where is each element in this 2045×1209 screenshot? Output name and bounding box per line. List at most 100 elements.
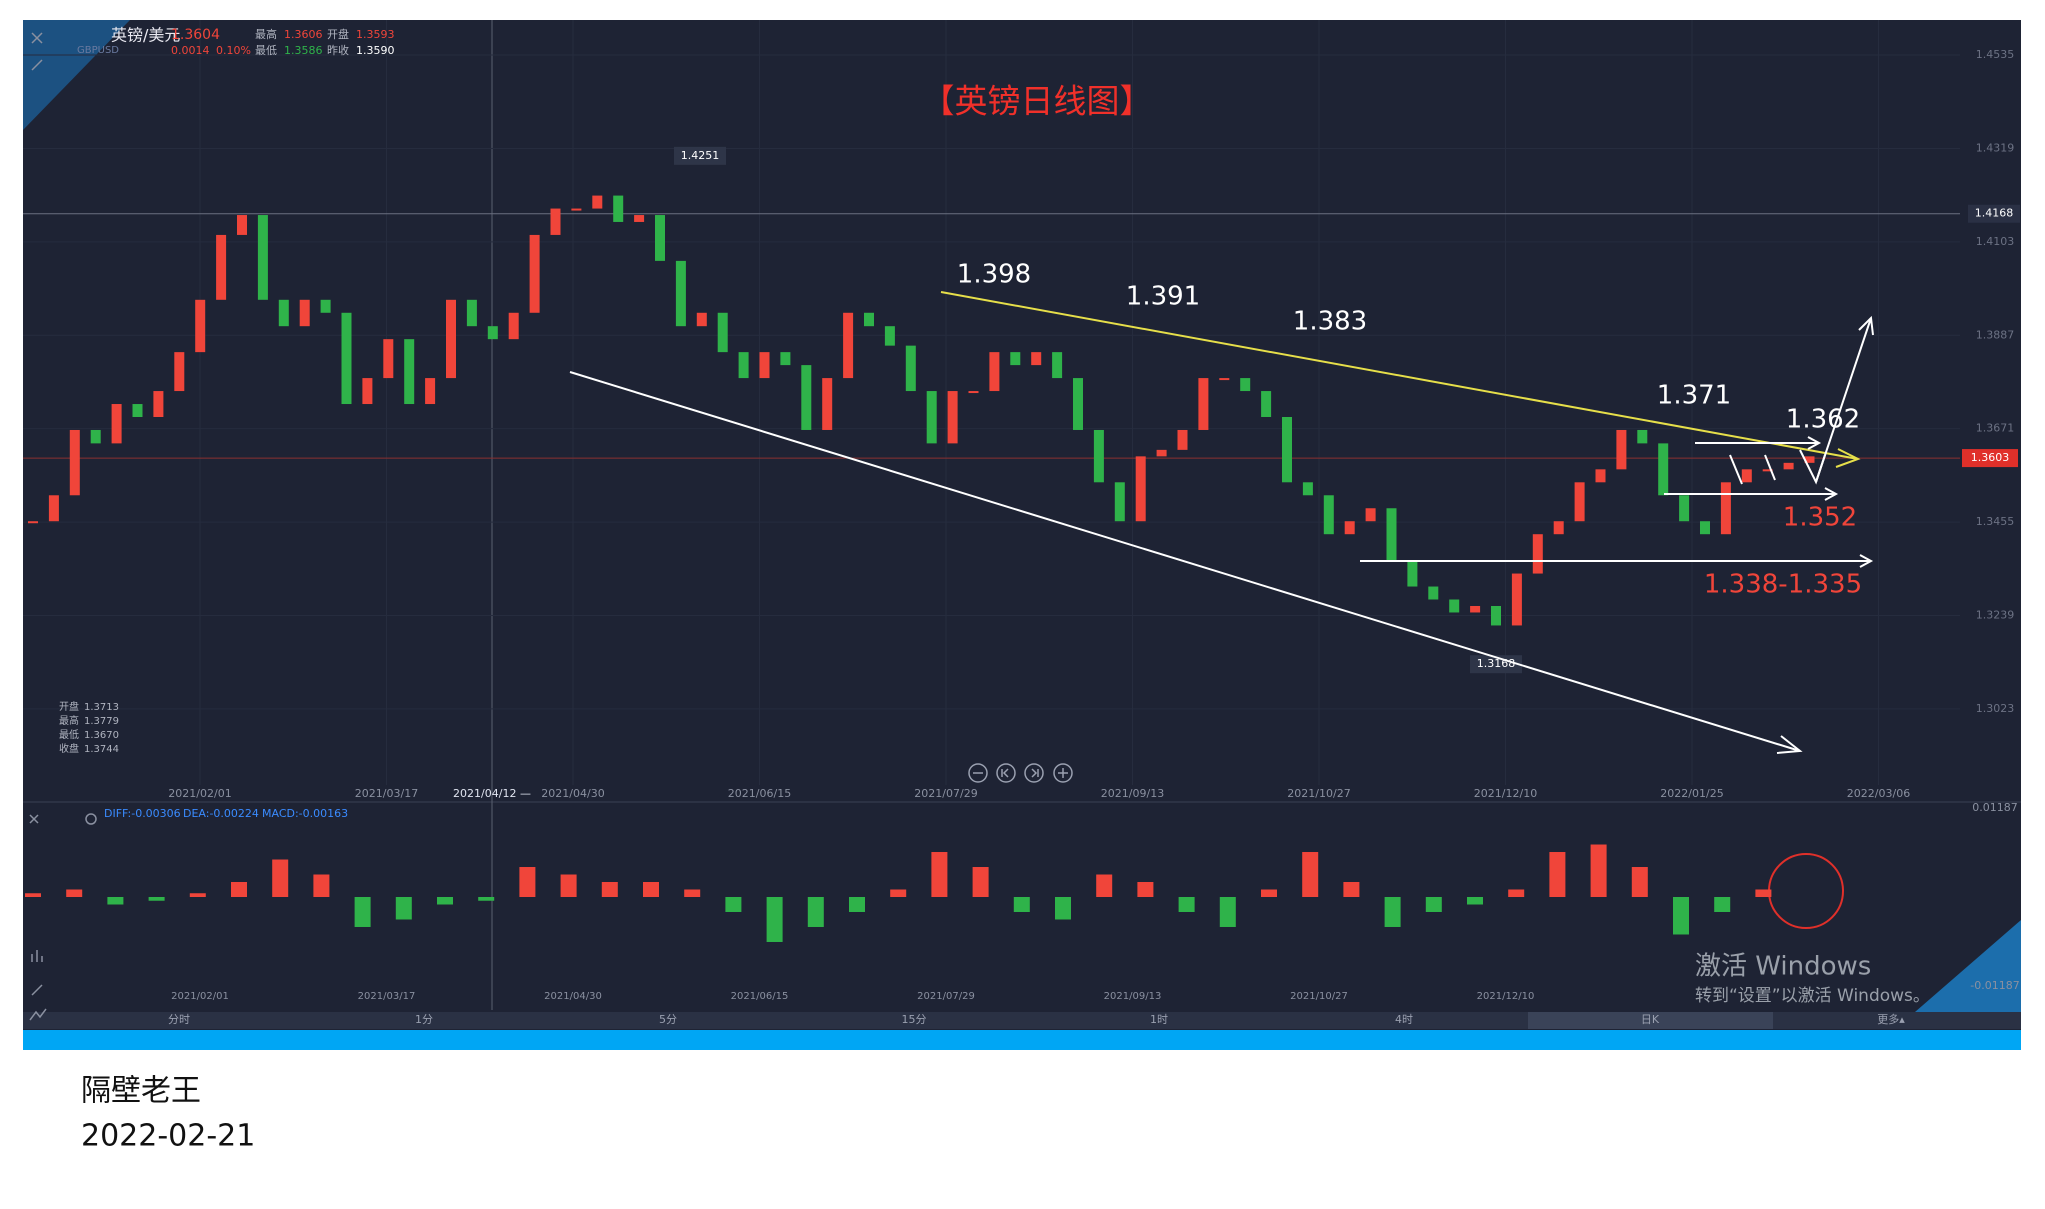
path-arrow xyxy=(1799,449,1826,485)
macd-date-label: 2021/04/30 xyxy=(544,991,602,1002)
candle xyxy=(1428,586,1439,600)
ohlc-label: 开盘 xyxy=(59,700,79,713)
candle xyxy=(864,312,874,327)
channel-line xyxy=(569,371,1801,752)
symbol-name[interactable]: 英镑/美元 xyxy=(111,26,180,45)
watermark-title: 激活 Windows xyxy=(1695,952,1871,982)
high-value: 1.3606 xyxy=(284,28,323,41)
alert-label: 1.4168 xyxy=(1975,207,2014,220)
timeframe-option[interactable]: 1分 xyxy=(415,1013,433,1026)
y-tick-label: 1.3023 xyxy=(1976,702,2015,715)
candle xyxy=(1282,417,1292,483)
candle xyxy=(466,299,477,327)
macd-bar xyxy=(395,897,412,920)
macd-bar xyxy=(684,889,701,897)
macd-bar xyxy=(725,897,742,912)
author: 隔壁老王 xyxy=(81,1074,201,1109)
timeframe-option[interactable]: 日K xyxy=(1641,1013,1660,1026)
candle xyxy=(1135,456,1146,522)
candle xyxy=(905,345,916,392)
draw-icon[interactable] xyxy=(31,59,43,71)
indicator-icon[interactable] xyxy=(31,950,43,962)
close-icon[interactable] xyxy=(31,32,43,44)
candle xyxy=(446,299,456,379)
price-change-pct: 0.10% xyxy=(216,44,251,57)
macd-bar xyxy=(231,882,247,897)
candle xyxy=(1491,605,1501,626)
candle xyxy=(1679,495,1690,522)
candle xyxy=(843,312,854,379)
timeframe-option[interactable]: 5分 xyxy=(659,1013,677,1026)
chart-panel xyxy=(23,20,2021,1050)
candle xyxy=(1323,495,1334,535)
macd-bar xyxy=(849,897,865,912)
open-label: 开盘 xyxy=(327,27,349,41)
x-tick-label: 2021/06/15 xyxy=(728,787,791,800)
post-date: 2022-02-21 xyxy=(81,1119,255,1154)
arrow-head xyxy=(1835,448,1861,468)
macd-diff: DIFF:-0.00306 xyxy=(104,807,181,820)
candle xyxy=(1532,534,1543,574)
ohlc-label: 收盘 xyxy=(59,742,79,755)
timeframe-option[interactable]: 更多▴ xyxy=(1877,1012,1905,1026)
ohlc-label: 最高 xyxy=(59,714,79,727)
macd-settings-icon[interactable] xyxy=(85,813,97,825)
candle xyxy=(28,521,38,524)
candle xyxy=(884,326,895,346)
macd-bar xyxy=(519,867,536,897)
timeframe-option[interactable]: 4时 xyxy=(1395,1013,1413,1026)
timeframe-option[interactable]: 分时 xyxy=(168,1013,190,1026)
candle xyxy=(550,208,561,235)
macd-date-label: 2021/09/13 xyxy=(1104,991,1162,1002)
candle xyxy=(1240,378,1251,392)
macd-bar xyxy=(189,893,206,897)
scroll-start-button[interactable] xyxy=(996,763,1016,783)
watermark-subtitle: 转到“设置”以激活 Windows。 xyxy=(1695,986,1930,1006)
macd-bar xyxy=(1384,897,1401,927)
x-tick-label: 2021/12/10 xyxy=(1474,787,1537,800)
candle xyxy=(529,234,540,313)
pen-icon[interactable] xyxy=(31,984,43,996)
candle xyxy=(320,299,331,313)
candle xyxy=(1344,521,1355,535)
candle xyxy=(1741,469,1752,483)
candle xyxy=(1595,469,1606,483)
candle xyxy=(1720,482,1731,535)
candle xyxy=(801,365,812,430)
low-label: 最低 xyxy=(255,44,277,57)
price-change: 0.0014 xyxy=(171,44,210,57)
candle xyxy=(655,215,665,261)
annotation: 1.338-1.335 xyxy=(1704,570,1862,600)
candle xyxy=(1386,508,1397,561)
macd-bar xyxy=(931,852,948,897)
corner-decoration xyxy=(23,20,130,130)
timeframe-option[interactable]: 15分 xyxy=(902,1013,927,1026)
price-marker-box xyxy=(1470,655,1522,674)
scroll-end-button[interactable] xyxy=(1024,763,1044,783)
macd-bar xyxy=(1755,889,1772,897)
x-tick-label: 2022/03/06 xyxy=(1847,787,1910,800)
price-marker-box xyxy=(674,146,726,165)
zoom-controls xyxy=(968,763,1073,783)
macd-bar xyxy=(1261,889,1277,897)
chart-icon[interactable] xyxy=(29,1008,47,1021)
prev-value: 1.3590 xyxy=(356,44,395,57)
macd-close-icon[interactable] xyxy=(29,814,39,824)
candle xyxy=(174,352,185,392)
candle xyxy=(1219,378,1230,381)
macd-date-label: 2021/10/27 xyxy=(1290,991,1348,1002)
candle xyxy=(926,391,937,444)
candle xyxy=(717,312,728,353)
candle xyxy=(1783,462,1794,470)
timeframe-option[interactable]: 1时 xyxy=(1150,1013,1168,1026)
y-tick-label: 1.3239 xyxy=(1976,609,2015,622)
prev-label: 昨收 xyxy=(327,43,349,57)
y-tick-label: 1.3887 xyxy=(1976,328,2015,341)
candle xyxy=(69,429,80,496)
zoom-out-button[interactable] xyxy=(968,763,988,783)
status-bar xyxy=(23,1030,2021,1050)
arrow-head xyxy=(1859,554,1874,568)
zoom-in-button[interactable] xyxy=(1053,763,1073,783)
